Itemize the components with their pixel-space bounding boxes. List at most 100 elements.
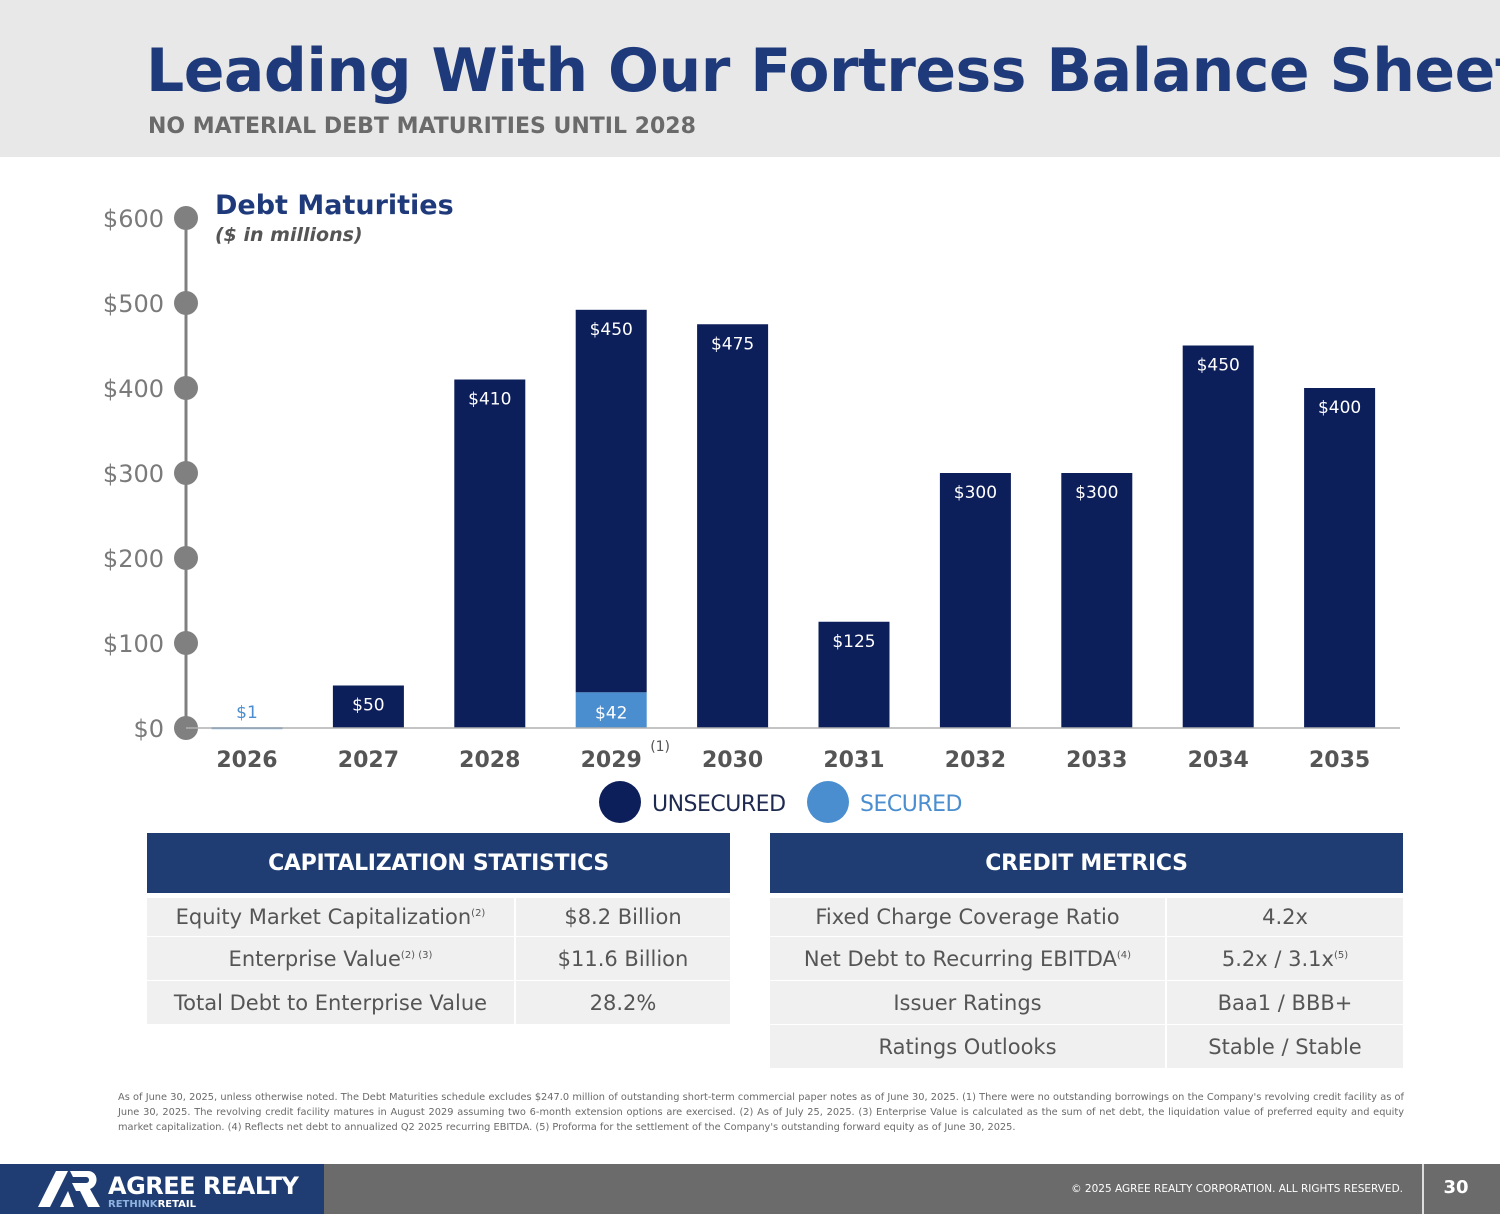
y-tick-label: $600 xyxy=(103,205,164,233)
row-label: Fixed Charge Coverage Ratio xyxy=(770,893,1167,937)
brand-tagline: RETHINKRETAIL xyxy=(108,1199,196,1210)
data-label-unsecured: $450 xyxy=(1197,356,1240,376)
bar-group-2030: $475 xyxy=(697,324,769,728)
y-tick-marker xyxy=(174,461,198,485)
y-tick-marker xyxy=(174,631,198,655)
x-tick-label: 2027 xyxy=(338,748,399,773)
y-tick-label: $200 xyxy=(103,545,164,573)
bar-unsecured-2028 xyxy=(454,379,526,728)
x-tick-label: 2030 xyxy=(702,748,763,773)
table-row: Issuer Ratings Baa1 / BBB+ xyxy=(770,981,1403,1025)
table-row: Net Debt to Recurring EBITDA(4) 5.2x / 3… xyxy=(770,937,1403,981)
bar-unsecured-2032 xyxy=(939,473,1011,728)
row-value: $8.2 Billion xyxy=(516,893,730,937)
data-label-secured: $1 xyxy=(236,703,258,723)
bar-group-2026: $1 xyxy=(211,703,283,730)
capitalization-header: CAPITALIZATION STATISTICS xyxy=(147,833,730,893)
x-tick-label: 2034 xyxy=(1188,748,1249,773)
y-tick-marker xyxy=(174,546,198,570)
data-label-unsecured: $300 xyxy=(1075,483,1118,503)
legend-swatch-unsecured xyxy=(599,781,641,823)
bar-unsecured-2029 xyxy=(575,309,647,693)
legend-label-unsecured: UNSECURED xyxy=(652,792,786,817)
company-logo: AGREE REALTY RETHINKRETAIL xyxy=(0,1164,324,1214)
table-row: Equity Market Capitalization(2) $8.2 Bil… xyxy=(147,893,730,937)
x-tick-label: 2028 xyxy=(459,748,520,773)
footer-divider xyxy=(1422,1164,1424,1214)
y-tick-marker xyxy=(174,206,198,230)
brand-name: AGREE REALTY xyxy=(108,1172,299,1200)
x-tick-label: 2032 xyxy=(945,748,1006,773)
x-axis: 2026 2027 2028 2029 (1) 2030 2031 2032 2033 2034 2… xyxy=(186,727,1400,773)
row-label: Ratings Outlooks xyxy=(770,1025,1167,1069)
data-label-unsecured: $50 xyxy=(352,696,384,716)
capitalization-table: CAPITALIZATION STATISTICS Equity Market … xyxy=(147,833,730,1025)
y-tick-marker xyxy=(174,376,198,400)
x-tick-label: 2031 xyxy=(823,748,884,773)
header-band: Leading With Our Fortress Balance Sheet … xyxy=(0,0,1500,157)
bar-group-2027: $50 xyxy=(332,685,404,728)
bar-secured-2029 xyxy=(575,692,647,728)
y-tick-label: $500 xyxy=(103,290,164,318)
page-title: Leading With Our Fortress Balance Sheet xyxy=(146,36,1500,106)
bar-unsecured-2031 xyxy=(818,621,890,728)
row-value: 28.2% xyxy=(516,981,730,1025)
x-tick-note: (1) xyxy=(650,739,670,755)
page-number: 30 xyxy=(1443,1177,1469,1198)
bar-group-2035: $400 xyxy=(1304,388,1376,728)
y-tick-label: $400 xyxy=(103,375,164,403)
bar-group-2028: $410 xyxy=(454,379,526,728)
row-value: 5.2x / 3.1x(5) xyxy=(1167,937,1403,981)
bar-group-2032: $300 xyxy=(939,473,1011,728)
bar-unsecured-2027 xyxy=(332,685,404,728)
y-axis: $0 $100 $200 $300 $400 $500 $600 xyxy=(103,205,198,743)
x-tick-label: 2033 xyxy=(1066,748,1127,773)
row-value: Stable / Stable xyxy=(1167,1025,1403,1069)
bar-group-2029: $450 $42 xyxy=(575,309,647,728)
x-tick-label: 2026 xyxy=(216,748,277,773)
row-value: $11.6 Billion xyxy=(516,937,730,981)
y-tick-label: $0 xyxy=(133,715,164,743)
x-tick-label: 2029 xyxy=(581,748,642,773)
x-tick-label: 2035 xyxy=(1309,748,1370,773)
data-label-secured: $42 xyxy=(595,703,627,723)
row-label: Equity Market Capitalization(2) xyxy=(147,893,516,937)
credit-metrics-header: CREDIT METRICS xyxy=(770,833,1403,893)
bar-group-2034: $450 xyxy=(1182,345,1254,728)
chart-subtitle: ($ in millions) xyxy=(215,224,363,246)
table-row: Fixed Charge Coverage Ratio 4.2x xyxy=(770,893,1403,937)
credit-metrics-table: CREDIT METRICS Fixed Charge Coverage Rat… xyxy=(770,833,1403,1069)
debt-maturities-chart: Debt Maturities ($ in millions) $0 $100 $2… xyxy=(103,190,1400,823)
footnote: As of June 30, 2025, unless otherwise no… xyxy=(118,1092,1404,1133)
chart-legend: UNSECURED SECURED xyxy=(599,781,962,823)
page-subtitle: NO MATERIAL DEBT MATURITIES UNTIL 2028 xyxy=(148,114,696,139)
y-tick-label: $100 xyxy=(103,630,164,658)
bar-unsecured-2035 xyxy=(1304,388,1376,728)
data-label-unsecured: $300 xyxy=(954,483,997,503)
data-label-unsecured: $475 xyxy=(711,334,754,354)
row-label: Issuer Ratings xyxy=(770,981,1167,1025)
row-label: Enterprise Value(2) (3) xyxy=(147,937,516,981)
table-row: Total Debt to Enterprise Value 28.2% xyxy=(147,981,730,1025)
legend-swatch-secured xyxy=(807,781,849,823)
bar-group-2031: $125 xyxy=(818,621,890,728)
table-row: Ratings Outlooks Stable / Stable xyxy=(770,1025,1403,1069)
data-label-unsecured: $125 xyxy=(832,632,875,652)
footer: AGREE REALTY RETHINKRETAIL © 2025 AGREE … xyxy=(0,1164,1500,1214)
table-row: Enterprise Value(2) (3) $11.6 Billion xyxy=(147,937,730,981)
y-tick-label: $300 xyxy=(103,460,164,488)
legend-label-secured: SECURED xyxy=(860,792,962,817)
data-label-unsecured: $410 xyxy=(468,390,511,410)
row-value: 4.2x xyxy=(1167,893,1403,937)
row-value: Baa1 / BBB+ xyxy=(1167,981,1403,1025)
bars: $1 $50 $410 $450 $42 $475 $125 $300 $300 $450 $400 xyxy=(211,309,1376,730)
bar-unsecured-2030 xyxy=(697,324,769,728)
bar-unsecured-2033 xyxy=(1061,473,1133,728)
agree-logo-icon xyxy=(38,1171,100,1207)
row-label: Net Debt to Recurring EBITDA(4) xyxy=(770,937,1167,981)
bar-unsecured-2034 xyxy=(1182,345,1254,728)
bar-group-2033: $300 xyxy=(1061,473,1133,728)
data-label-unsecured: $450 xyxy=(590,320,633,340)
y-tick-marker xyxy=(174,291,198,315)
copyright: © 2025 AGREE REALTY CORPORATION. ALL RIG… xyxy=(1071,1183,1403,1195)
